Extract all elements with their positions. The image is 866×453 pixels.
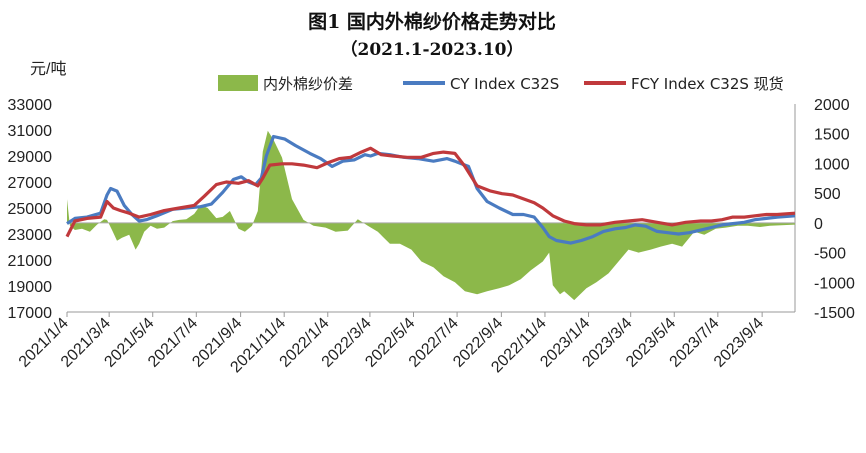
series-line-fcy <box>65 146 796 238</box>
y-tick-label: 21000 <box>8 253 53 270</box>
y-tick-label: 17000 <box>8 305 53 322</box>
legend-label-cy: CY Index C32S <box>450 75 559 93</box>
y-tick-label: 23000 <box>8 227 53 244</box>
y2-tick-label: -500 <box>814 246 846 263</box>
chart-title: 图1 国内外棉纱价格走势对比 <box>308 10 556 33</box>
series-area-diff <box>67 130 795 301</box>
y-tick-label: 33000 <box>8 97 53 114</box>
y2-tick-label: 0 <box>814 216 823 233</box>
y2-tick-label: -1500 <box>814 305 855 322</box>
y2-tick-label: 1000 <box>814 156 850 173</box>
legend: 内外棉纱价差 CY Index C32S FCY Index C32S 现货 <box>218 75 784 93</box>
y-tick-label: 19000 <box>8 279 53 296</box>
legend-label-fcy: FCY Index C32S 现货 <box>631 75 784 93</box>
legend-swatch-diff <box>218 75 258 91</box>
y2-tick-label: 1500 <box>814 127 850 144</box>
y-tick-label: 25000 <box>8 201 53 218</box>
y2-tick-label: 2000 <box>814 97 850 114</box>
y2-tick-label: 500 <box>814 186 841 203</box>
y-tick-label: 31000 <box>8 123 53 140</box>
legend-label-diff: 内外棉纱价差 <box>263 75 353 93</box>
y-axis-unit-label: 元/吨 <box>30 60 66 78</box>
chart-subtitle: （2021.1-2023.10） <box>340 39 523 60</box>
plot-area: 33000 31000 29000 27000 25000 23000 21000 19000… <box>8 97 856 376</box>
x-tick-label: 2023/9/4 <box>711 315 767 371</box>
y2-tick-label: -1000 <box>814 275 855 292</box>
y-tick-label: 27000 <box>8 175 53 192</box>
y-tick-label: 29000 <box>8 149 53 166</box>
